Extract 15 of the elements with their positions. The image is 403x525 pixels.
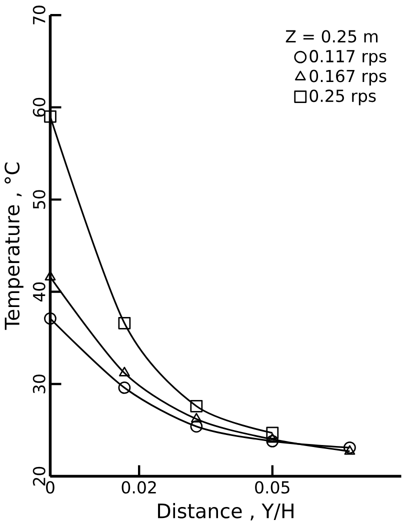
x-axis-title: Distance , Y/H (158, 503, 294, 520)
x-tick-label: 0 (46, 481, 55, 494)
legend-label: 0.117 rps (310, 50, 386, 66)
y-tick-label: 40 (33, 282, 46, 302)
x-tick-label: 0.02 (122, 481, 156, 494)
y-tick-label: 20 (33, 466, 46, 486)
y-tick-label: 50 (33, 190, 46, 209)
legend-title: Z = 0.25 m (286, 30, 378, 43)
y-tick-label: 30 (33, 374, 46, 394)
y-tick-label: 60 (33, 98, 46, 117)
y-axis-title: Temperature , °C (4, 162, 24, 330)
legend-label: 0.25 rps (310, 90, 376, 106)
y-tick-label: 70 (33, 6, 46, 24)
legend-label: 0.167 rps (310, 70, 386, 86)
x-tick-label: 0.05 (255, 481, 290, 494)
